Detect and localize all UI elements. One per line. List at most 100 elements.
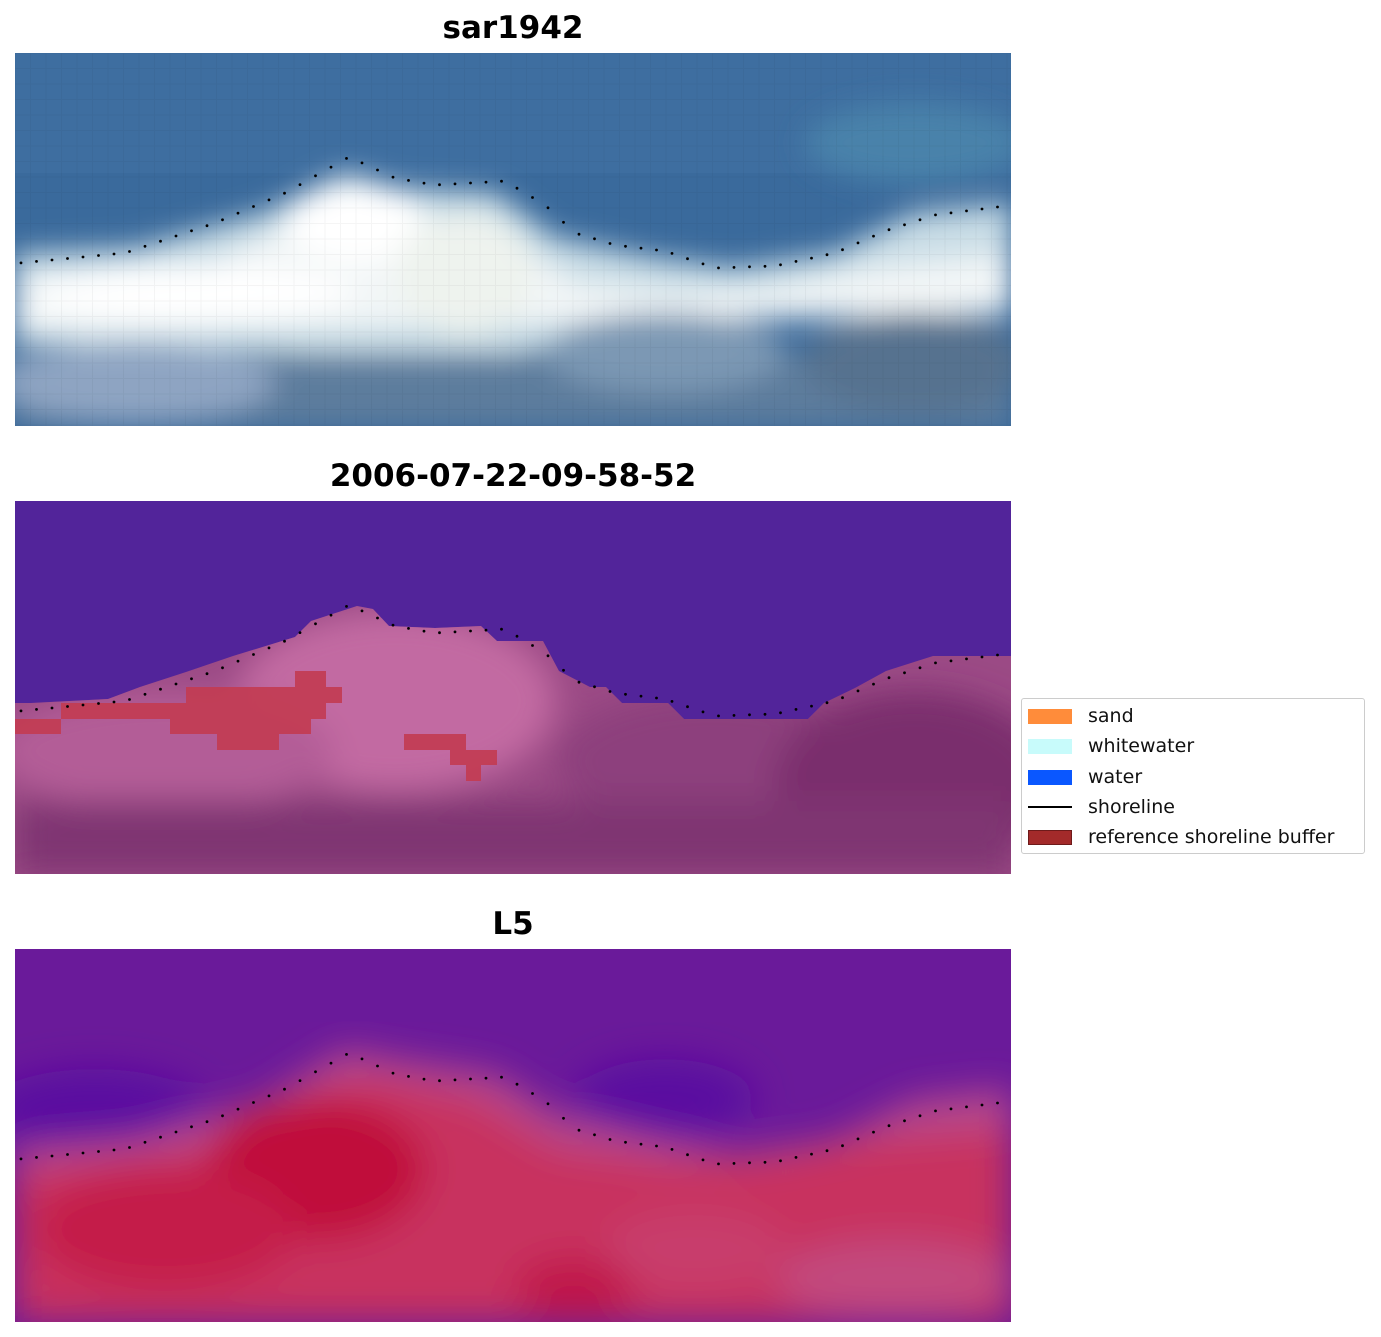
shoreline-point xyxy=(996,1101,999,1105)
shoreline-point xyxy=(267,1094,271,1098)
shoreline-point xyxy=(872,682,875,686)
shoreline-point xyxy=(345,1053,348,1056)
shoreline-dots xyxy=(19,605,999,718)
shoreline-point xyxy=(484,628,488,632)
shoreline-point xyxy=(66,1153,69,1156)
shoreline-point xyxy=(407,627,410,630)
shoreline-point xyxy=(515,186,519,190)
shoreline-point xyxy=(205,224,209,228)
shoreline-point xyxy=(903,223,906,227)
shoreline-point xyxy=(159,1135,162,1139)
shoreline-point xyxy=(639,1142,643,1146)
shoreline-point xyxy=(236,659,240,663)
shoreline-point xyxy=(562,1116,565,1120)
shoreline-point xyxy=(701,262,705,266)
shoreline-point xyxy=(887,1124,891,1128)
shoreline-point xyxy=(655,1144,658,1148)
shoreline-point xyxy=(686,1153,689,1157)
shoreline-point xyxy=(81,1151,85,1155)
shoreline-point xyxy=(128,698,131,701)
shoreline-point xyxy=(701,1158,705,1162)
shoreline-point xyxy=(19,709,23,713)
shoreline-point xyxy=(593,685,596,689)
shoreline-point xyxy=(732,266,736,269)
shoreline-point xyxy=(918,1114,922,1118)
shoreline-point xyxy=(794,708,798,711)
shoreline-point xyxy=(918,666,922,670)
shoreline-point xyxy=(763,712,767,716)
shoreline-point xyxy=(159,687,162,691)
shoreline-point xyxy=(35,708,38,711)
shoreline-point xyxy=(143,1140,147,1144)
classified-image-panel xyxy=(15,501,1011,874)
shoreline-point xyxy=(577,1128,581,1132)
shoreline-point xyxy=(329,1061,333,1065)
shoreline-point xyxy=(515,634,519,638)
shoreline-dots xyxy=(19,1053,999,1166)
shoreline-point xyxy=(221,666,224,670)
shoreline-point xyxy=(453,1078,457,1082)
shoreline-point xyxy=(934,213,937,217)
shoreline-point xyxy=(329,613,333,617)
shoreline-point xyxy=(236,211,240,215)
panel-title-l5: L5 xyxy=(492,906,534,942)
shoreline-point xyxy=(934,661,937,665)
shoreline-point xyxy=(422,629,426,633)
shoreline-point xyxy=(841,248,844,252)
shoreline-point xyxy=(562,220,565,224)
legend: sand whitewater water shoreline referenc… xyxy=(1021,698,1365,854)
shoreline-point xyxy=(376,168,379,172)
shoreline-point xyxy=(856,241,860,245)
shoreline-point xyxy=(205,1120,209,1124)
shoreline-point xyxy=(190,677,193,681)
legend-swatch-shoreline xyxy=(1028,806,1072,808)
shoreline-point xyxy=(81,703,85,707)
shoreline-point xyxy=(515,1082,519,1086)
shoreline-point xyxy=(500,179,503,183)
shoreline-point xyxy=(608,690,612,693)
shoreline-point xyxy=(996,653,999,657)
shoreline-point xyxy=(577,680,581,684)
shoreline-point xyxy=(531,1092,534,1095)
shoreline-point xyxy=(283,639,286,643)
shoreline-point xyxy=(314,1070,317,1074)
shoreline-point xyxy=(174,1130,178,1134)
shoreline-point xyxy=(965,1105,968,1109)
shoreline-point xyxy=(329,165,333,169)
shoreline-point xyxy=(546,654,550,658)
shoreline-point xyxy=(345,605,348,608)
shoreline-point xyxy=(779,711,782,715)
shoreline-point xyxy=(934,1109,937,1113)
shoreline-point xyxy=(717,1162,720,1166)
shoreline-point xyxy=(252,1101,255,1104)
shoreline-point xyxy=(391,175,395,179)
shoreline-point xyxy=(872,234,875,238)
shoreline-point xyxy=(267,198,271,202)
shoreline-point xyxy=(143,244,147,248)
legend-item-sand: sand xyxy=(1028,704,1134,728)
shoreline-point xyxy=(252,205,255,208)
shoreline-point xyxy=(453,630,457,634)
shoreline-point xyxy=(112,252,116,256)
shoreline-point xyxy=(221,1114,224,1118)
shoreline-point xyxy=(174,682,178,686)
shoreline-point xyxy=(856,1137,860,1141)
shoreline-point xyxy=(593,1133,596,1137)
shoreline-point xyxy=(484,1076,488,1080)
shoreline-point xyxy=(376,1064,379,1068)
legend-label-water: water xyxy=(1088,766,1143,788)
shoreline-point xyxy=(577,232,581,236)
shoreline-point xyxy=(949,659,953,663)
legend-item-water: water xyxy=(1028,765,1142,789)
shoreline-point xyxy=(639,246,643,250)
shoreline-point xyxy=(174,234,178,238)
shoreline-point xyxy=(190,1125,193,1129)
shoreline-point xyxy=(469,1077,472,1081)
shoreline-point xyxy=(422,181,426,185)
shoreline-dots xyxy=(19,157,999,270)
shoreline-point xyxy=(810,1152,813,1156)
shoreline-point xyxy=(35,1156,38,1159)
shoreline-point xyxy=(97,702,100,705)
shoreline-point xyxy=(298,631,302,634)
shoreline-point xyxy=(949,1107,953,1111)
